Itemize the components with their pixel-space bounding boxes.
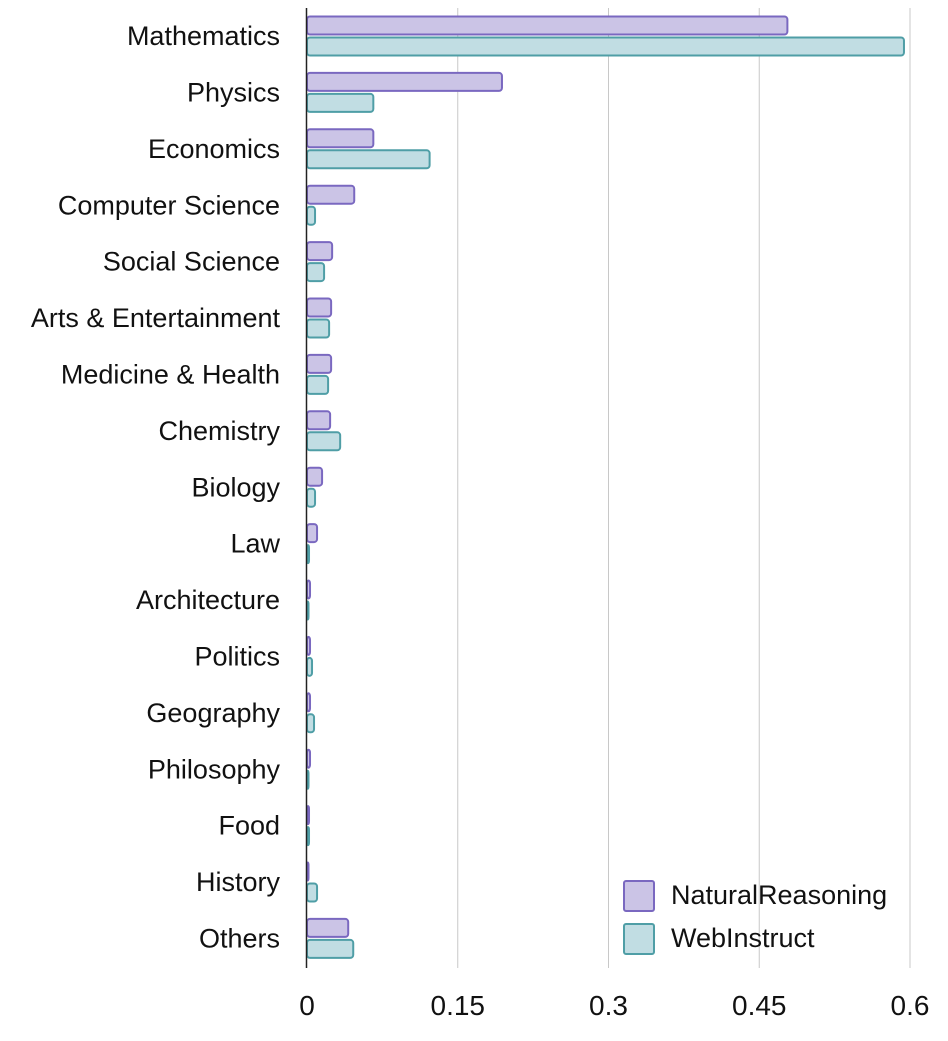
category-label-arts-and-entertainment: Arts & Entertainment xyxy=(31,303,281,333)
bar-webinstruct-history xyxy=(306,882,319,903)
bar-naturalreasoning-arts-and-entertainment xyxy=(306,297,333,318)
legend-swatch-naturalreasoning xyxy=(623,880,655,912)
bar-naturalreasoning-chemistry xyxy=(306,410,332,431)
bar-webinstruct-mathematics xyxy=(306,36,905,57)
x-tick-0-3: 0.3 xyxy=(589,990,628,1021)
bar-webinstruct-social-science xyxy=(306,262,326,283)
category-label-medicine-and-health: Medicine & Health xyxy=(61,360,280,390)
bar-naturalreasoning-architecture xyxy=(306,579,312,600)
bar-webinstruct-physics xyxy=(306,92,375,113)
category-label-food: Food xyxy=(218,811,280,841)
legend-label-naturalreasoning: NaturalReasoning xyxy=(671,880,887,910)
bar-naturalreasoning-social-science xyxy=(306,241,334,262)
legend: NaturalReasoning WebInstruct xyxy=(623,880,887,955)
bar-webinstruct-arts-and-entertainment xyxy=(306,318,331,339)
bar-naturalreasoning-others xyxy=(306,917,350,938)
category-label-mathematics: Mathematics xyxy=(127,21,280,51)
bar-webinstruct-economics xyxy=(306,149,431,170)
bar-naturalreasoning-geography xyxy=(306,692,312,713)
bar-webinstruct-others xyxy=(306,938,355,959)
bar-webinstruct-law xyxy=(306,544,311,565)
category-label-architecture: Architecture xyxy=(136,585,280,615)
x-tick-0-15: 0.15 xyxy=(431,990,486,1021)
x-tick-0: 0 xyxy=(299,990,315,1021)
bars xyxy=(306,15,905,959)
category-label-geography: Geography xyxy=(146,698,280,728)
bar-naturalreasoning-mathematics xyxy=(306,15,789,36)
category-label-physics: Physics xyxy=(187,78,280,108)
x-tick-0-45: 0.45 xyxy=(732,990,787,1021)
x-tick-0-6: 0.6 xyxy=(891,990,930,1021)
legend-swatch-webinstruct xyxy=(623,923,655,955)
category-label-law: Law xyxy=(230,529,280,559)
category-label-philosophy: Philosophy xyxy=(148,754,281,784)
category-label-social-science: Social Science xyxy=(103,247,280,277)
category-label-politics: Politics xyxy=(194,642,280,672)
bar-naturalreasoning-medicine-and-health xyxy=(306,353,333,374)
category-label-history: History xyxy=(196,867,281,897)
category-label-computer-science: Computer Science xyxy=(58,190,280,220)
legend-label-webinstruct: WebInstruct xyxy=(671,923,815,953)
bar-webinstruct-medicine-and-health xyxy=(306,374,330,395)
bar-naturalreasoning-economics xyxy=(306,128,375,149)
bar-webinstruct-food xyxy=(306,826,311,847)
x-tick-labels: 0 0.15 0.3 0.45 0.6 xyxy=(299,990,929,1021)
bar-webinstruct-politics xyxy=(306,656,314,677)
gridlines xyxy=(457,8,911,968)
bar-naturalreasoning-computer-science xyxy=(306,184,356,205)
category-label-biology: Biology xyxy=(191,472,280,502)
bar-webinstruct-chemistry xyxy=(306,431,342,452)
bar-webinstruct-computer-science xyxy=(306,205,317,226)
category-labels: Mathematics Physics Economics Computer Scie… xyxy=(31,21,281,953)
category-label-economics: Economics xyxy=(148,134,280,164)
category-label-chemistry: Chemistry xyxy=(158,416,280,446)
bar-naturalreasoning-philosophy xyxy=(306,748,312,769)
bar-naturalreasoning-physics xyxy=(306,71,503,92)
bar-naturalreasoning-biology xyxy=(306,466,324,487)
bar-webinstruct-geography xyxy=(306,713,316,734)
bar-naturalreasoning-law xyxy=(306,523,319,544)
bar-naturalreasoning-food xyxy=(306,805,311,826)
category-label-others: Others xyxy=(199,924,280,954)
bar-naturalreasoning-politics xyxy=(306,635,312,656)
bar-webinstruct-biology xyxy=(306,487,317,508)
